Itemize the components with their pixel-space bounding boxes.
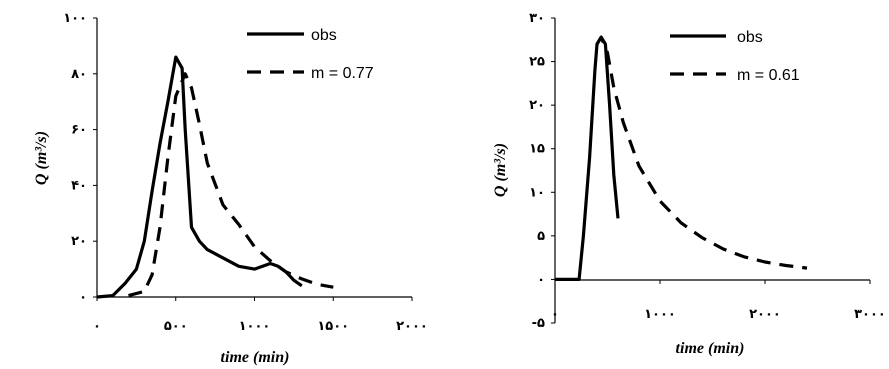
chart-1-x-tick-label: ۱۰۰۰ — [239, 319, 271, 334]
chart-2-x-tick-label: ۰ — [551, 307, 559, 322]
chart-2-legend-obs-label: obs — [737, 29, 763, 46]
chart-2-y-label: Q (m³/s) — [492, 143, 509, 197]
chart-1-legend: obs m = 0.77 — [247, 27, 374, 82]
chart-1: ۰ ۲۰ ۴۰ ۶۰ ۸۰ ۱۰۰ ۰ ۵۰۰ ۱۰۰۰ ۱۵۰۰ ۲۰۰۰ Q (m³/s) t… — [33, 11, 428, 366]
chart-1-y-tick-label: ۲۰ — [71, 234, 87, 249]
chart-2-y-tick-label: -۵ — [532, 316, 545, 331]
chart-1-legend-model-label: m = 0.77 — [311, 65, 374, 82]
chart-2-series-obs-line — [555, 35, 620, 281]
chart-2: -۵ ۰ ۵ ۱۰ ۱۵ ۲۰ ۲۵ ۳۰ ۰ ۱۰۰۰ ۲۰۰۰ ۳۰۰۰ Q (m³/s) ti… — [492, 11, 886, 357]
chart-1-series-model-line — [128, 72, 334, 298]
chart-2-legend-model-label: m = 0.61 — [737, 67, 800, 84]
chart-1-x-tick-label: ۲۰۰۰ — [396, 319, 428, 334]
chart-2-x-tick-label: ۱۰۰۰ — [644, 307, 676, 322]
chart-1-y-tick-label: ۴۰ — [71, 178, 87, 193]
chart-2-x-label: time (min) — [676, 340, 745, 357]
chart-2-y-tick-label: ۲۵ — [529, 55, 545, 70]
chart-1-y-tick-label: ۸۰ — [71, 67, 87, 82]
chart-1-x-tick-label: ۵۰۰ — [164, 319, 188, 334]
chart-2-x-tick-label: ۲۰۰۰ — [749, 307, 781, 322]
chart-2-y-tick-label: ۱۰ — [529, 185, 545, 200]
chart-1-x-tick-label: ۰ — [93, 319, 101, 334]
chart-2-y-tick-label: ۵ — [537, 229, 545, 244]
chart-1-y-label: Q (m³/s) — [33, 131, 50, 185]
chart-2-series-model-line — [595, 35, 808, 270]
chart-1-y-tick-label: ۰ — [79, 290, 87, 305]
chart-1-y-tick-label: ۱۰۰ — [63, 11, 87, 26]
chart-1-x-tick-label: ۱۵۰۰ — [317, 319, 349, 334]
chart-1-legend-obs-label: obs — [311, 27, 337, 44]
chart-1-y-tick-label: ۶۰ — [71, 123, 87, 138]
chart-1-series-obs-line — [96, 55, 303, 299]
chart-2-y-tick-label: ۰ — [537, 272, 545, 287]
chart-2-x-tick-label: ۳۰۰۰ — [854, 307, 886, 322]
chart-1-x-label: time (min) — [221, 349, 290, 366]
chart-2-y-tick-label: ۳۰ — [529, 11, 545, 26]
chart-2-y-tick-label: ۲۰ — [529, 98, 545, 113]
chart-2-y-tick-label: ۱۵ — [529, 142, 545, 157]
chart-2-legend: obs m = 0.61 — [670, 29, 800, 84]
